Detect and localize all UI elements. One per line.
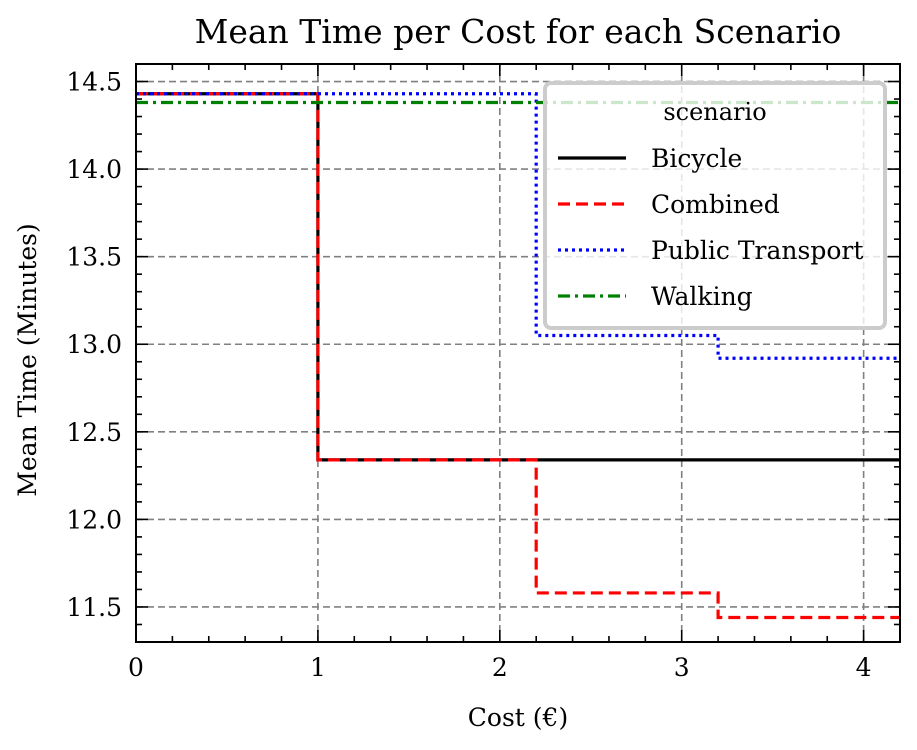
x-tick-label: 4 bbox=[856, 653, 872, 682]
legend-label-bicycle: Bicycle bbox=[651, 144, 742, 173]
y-axis-label: Mean Time (Minutes) bbox=[13, 223, 42, 496]
legend-label-public-transport: Public Transport bbox=[651, 236, 863, 265]
y-tick-label: 13.5 bbox=[66, 243, 122, 272]
axes: 0 1 2 3 4 11.5 12.0 12.5 13.0 13.5 14.0 14.5 bbox=[66, 63, 901, 682]
x-tick-label: 2 bbox=[492, 653, 508, 682]
x-tick-label: 3 bbox=[674, 653, 690, 682]
legend: scenario Bicycle Combined Public Transport… bbox=[543, 81, 887, 330]
y-tick-label: 14.0 bbox=[66, 155, 122, 184]
y-tick-label: 14.5 bbox=[66, 68, 122, 97]
x-tick-label: 0 bbox=[128, 653, 144, 682]
chart-title: Mean Time per Cost for each Scenario bbox=[195, 12, 842, 51]
x-axis-label: Cost (€) bbox=[468, 703, 568, 732]
y-tick-label: 12.5 bbox=[66, 418, 122, 447]
legend-box bbox=[543, 81, 887, 330]
series-line-combined bbox=[136, 92, 900, 620]
series-line-public-transport bbox=[136, 92, 900, 360]
x-tick-label: 1 bbox=[310, 653, 326, 682]
plot-frame bbox=[135, 63, 901, 643]
y-tick-label: 13.0 bbox=[66, 330, 122, 359]
legend-entries: Bicycle Combined Public Transport Walking bbox=[558, 144, 863, 311]
legend-label-walking: Walking bbox=[651, 282, 753, 311]
legend-title: scenario bbox=[663, 98, 766, 126]
legend-label-combined: Combined bbox=[651, 190, 780, 219]
y-tick-label: 11.5 bbox=[66, 593, 122, 622]
y-tick-label: 12.0 bbox=[66, 505, 122, 534]
